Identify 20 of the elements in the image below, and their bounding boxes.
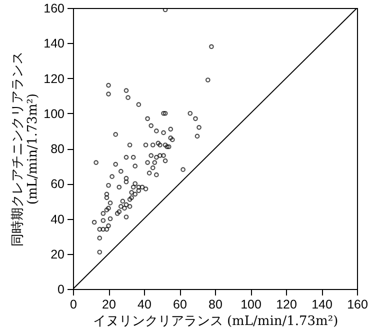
x-tick-label: 80 (208, 298, 222, 312)
x-tick-label: 160 (347, 298, 368, 312)
y-tick-label: 80 (50, 142, 65, 156)
y-tick-label: 20 (50, 247, 65, 262)
x-tick-label: 120 (276, 298, 297, 312)
y-tick-label: 40 (50, 212, 65, 226)
x-axis-title: イヌリンクリアランス (mL/min/1.73m²) (92, 314, 338, 329)
y-tick-label: 160 (44, 2, 65, 16)
y-tick-label: 140 (44, 36, 65, 51)
x-tick-label: 60 (173, 298, 187, 312)
x-tick-label: 40 (138, 298, 152, 312)
x-tick-label: 20 (102, 298, 116, 312)
x-tick-label: 140 (312, 298, 332, 312)
y-axis-title: 同時期クレアチニンクリアランス (mL/min/1.73m²) (10, 52, 41, 246)
y-tick-label: 100 (44, 106, 65, 121)
x-tick-label: 100 (240, 298, 262, 312)
y-tick-label: 60 (50, 177, 65, 192)
y-tick-label: 0 (58, 282, 65, 296)
x-tick-label: 0 (70, 298, 78, 312)
y-tick-label: 120 (44, 72, 65, 86)
